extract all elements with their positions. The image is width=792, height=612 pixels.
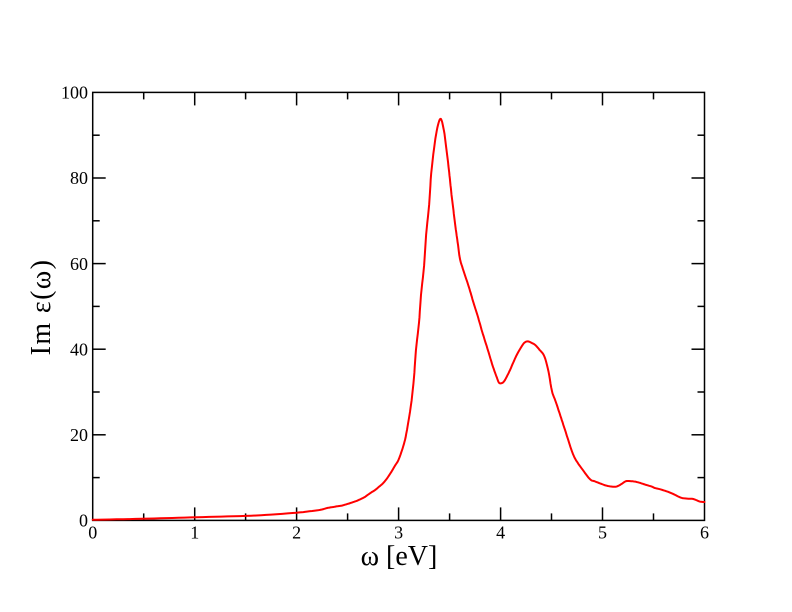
svg-text:1: 1 — [190, 523, 199, 543]
svg-text:0: 0 — [79, 511, 88, 531]
svg-text:40: 40 — [70, 339, 88, 359]
svg-text:20: 20 — [70, 425, 88, 445]
svg-text:5: 5 — [598, 523, 607, 543]
svg-text:100: 100 — [61, 83, 88, 103]
svg-text:0: 0 — [88, 523, 97, 543]
svg-text:60: 60 — [70, 254, 88, 274]
svg-text:6: 6 — [700, 523, 709, 543]
svg-text:2: 2 — [292, 523, 301, 543]
svg-text:3: 3 — [394, 523, 403, 543]
svg-text:80: 80 — [70, 168, 88, 188]
svg-text:Im ε(ω): Im ε(ω) — [26, 259, 57, 356]
svg-text:4: 4 — [496, 523, 505, 543]
svg-text:ω [eV]: ω [eV] — [361, 541, 438, 572]
